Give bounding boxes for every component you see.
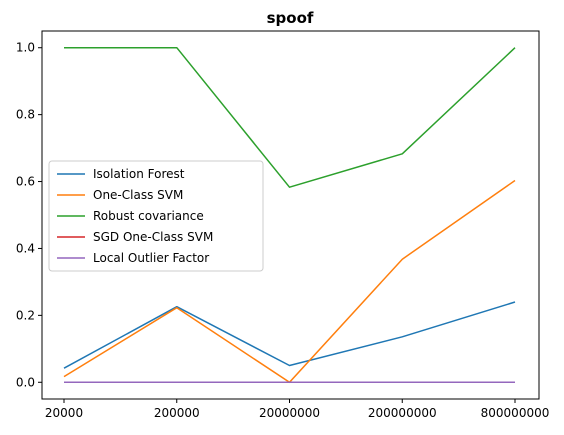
x-tick-label: 200000000 [368,406,437,420]
legend-box [48,160,264,272]
legend-label-1: One-Class SVM [93,188,183,202]
x-tick-label: 20000 [45,406,83,420]
series-line-2 [64,46,516,188]
legend-label-0: Isolation Forest [93,167,185,181]
y-tick-label: 1.0 [16,41,35,55]
y-tick-label: 0.2 [16,308,35,322]
x-tick-label: 800000000 [481,406,550,420]
legend-label-4: Local Outlier Factor [93,251,209,265]
y-tick-label: 0.4 [16,241,35,255]
y-tick-label: 0.8 [16,108,35,122]
legend-label-3: SGD One-Class SVM [93,230,213,244]
x-axis: 20000 200000 20000000 200000000 800000000 [45,399,549,420]
legend: Isolation Forest One-Class SVM Robust cova… [48,160,264,272]
legend-label-2: Robust covariance [93,209,204,223]
y-tick-label: 0.6 [16,175,35,189]
series-line-0 [63,301,516,369]
x-tick-label: 20000000 [259,406,320,420]
series-layer [63,46,516,384]
x-tick-label: 200000 [154,406,200,420]
plot-frame [41,30,540,400]
y-tick-label: 0.0 [16,375,35,389]
y-axis: 0.0 0.2 0.4 0.6 0.8 1.0 [16,41,42,389]
chart-title: spoof [267,9,314,27]
